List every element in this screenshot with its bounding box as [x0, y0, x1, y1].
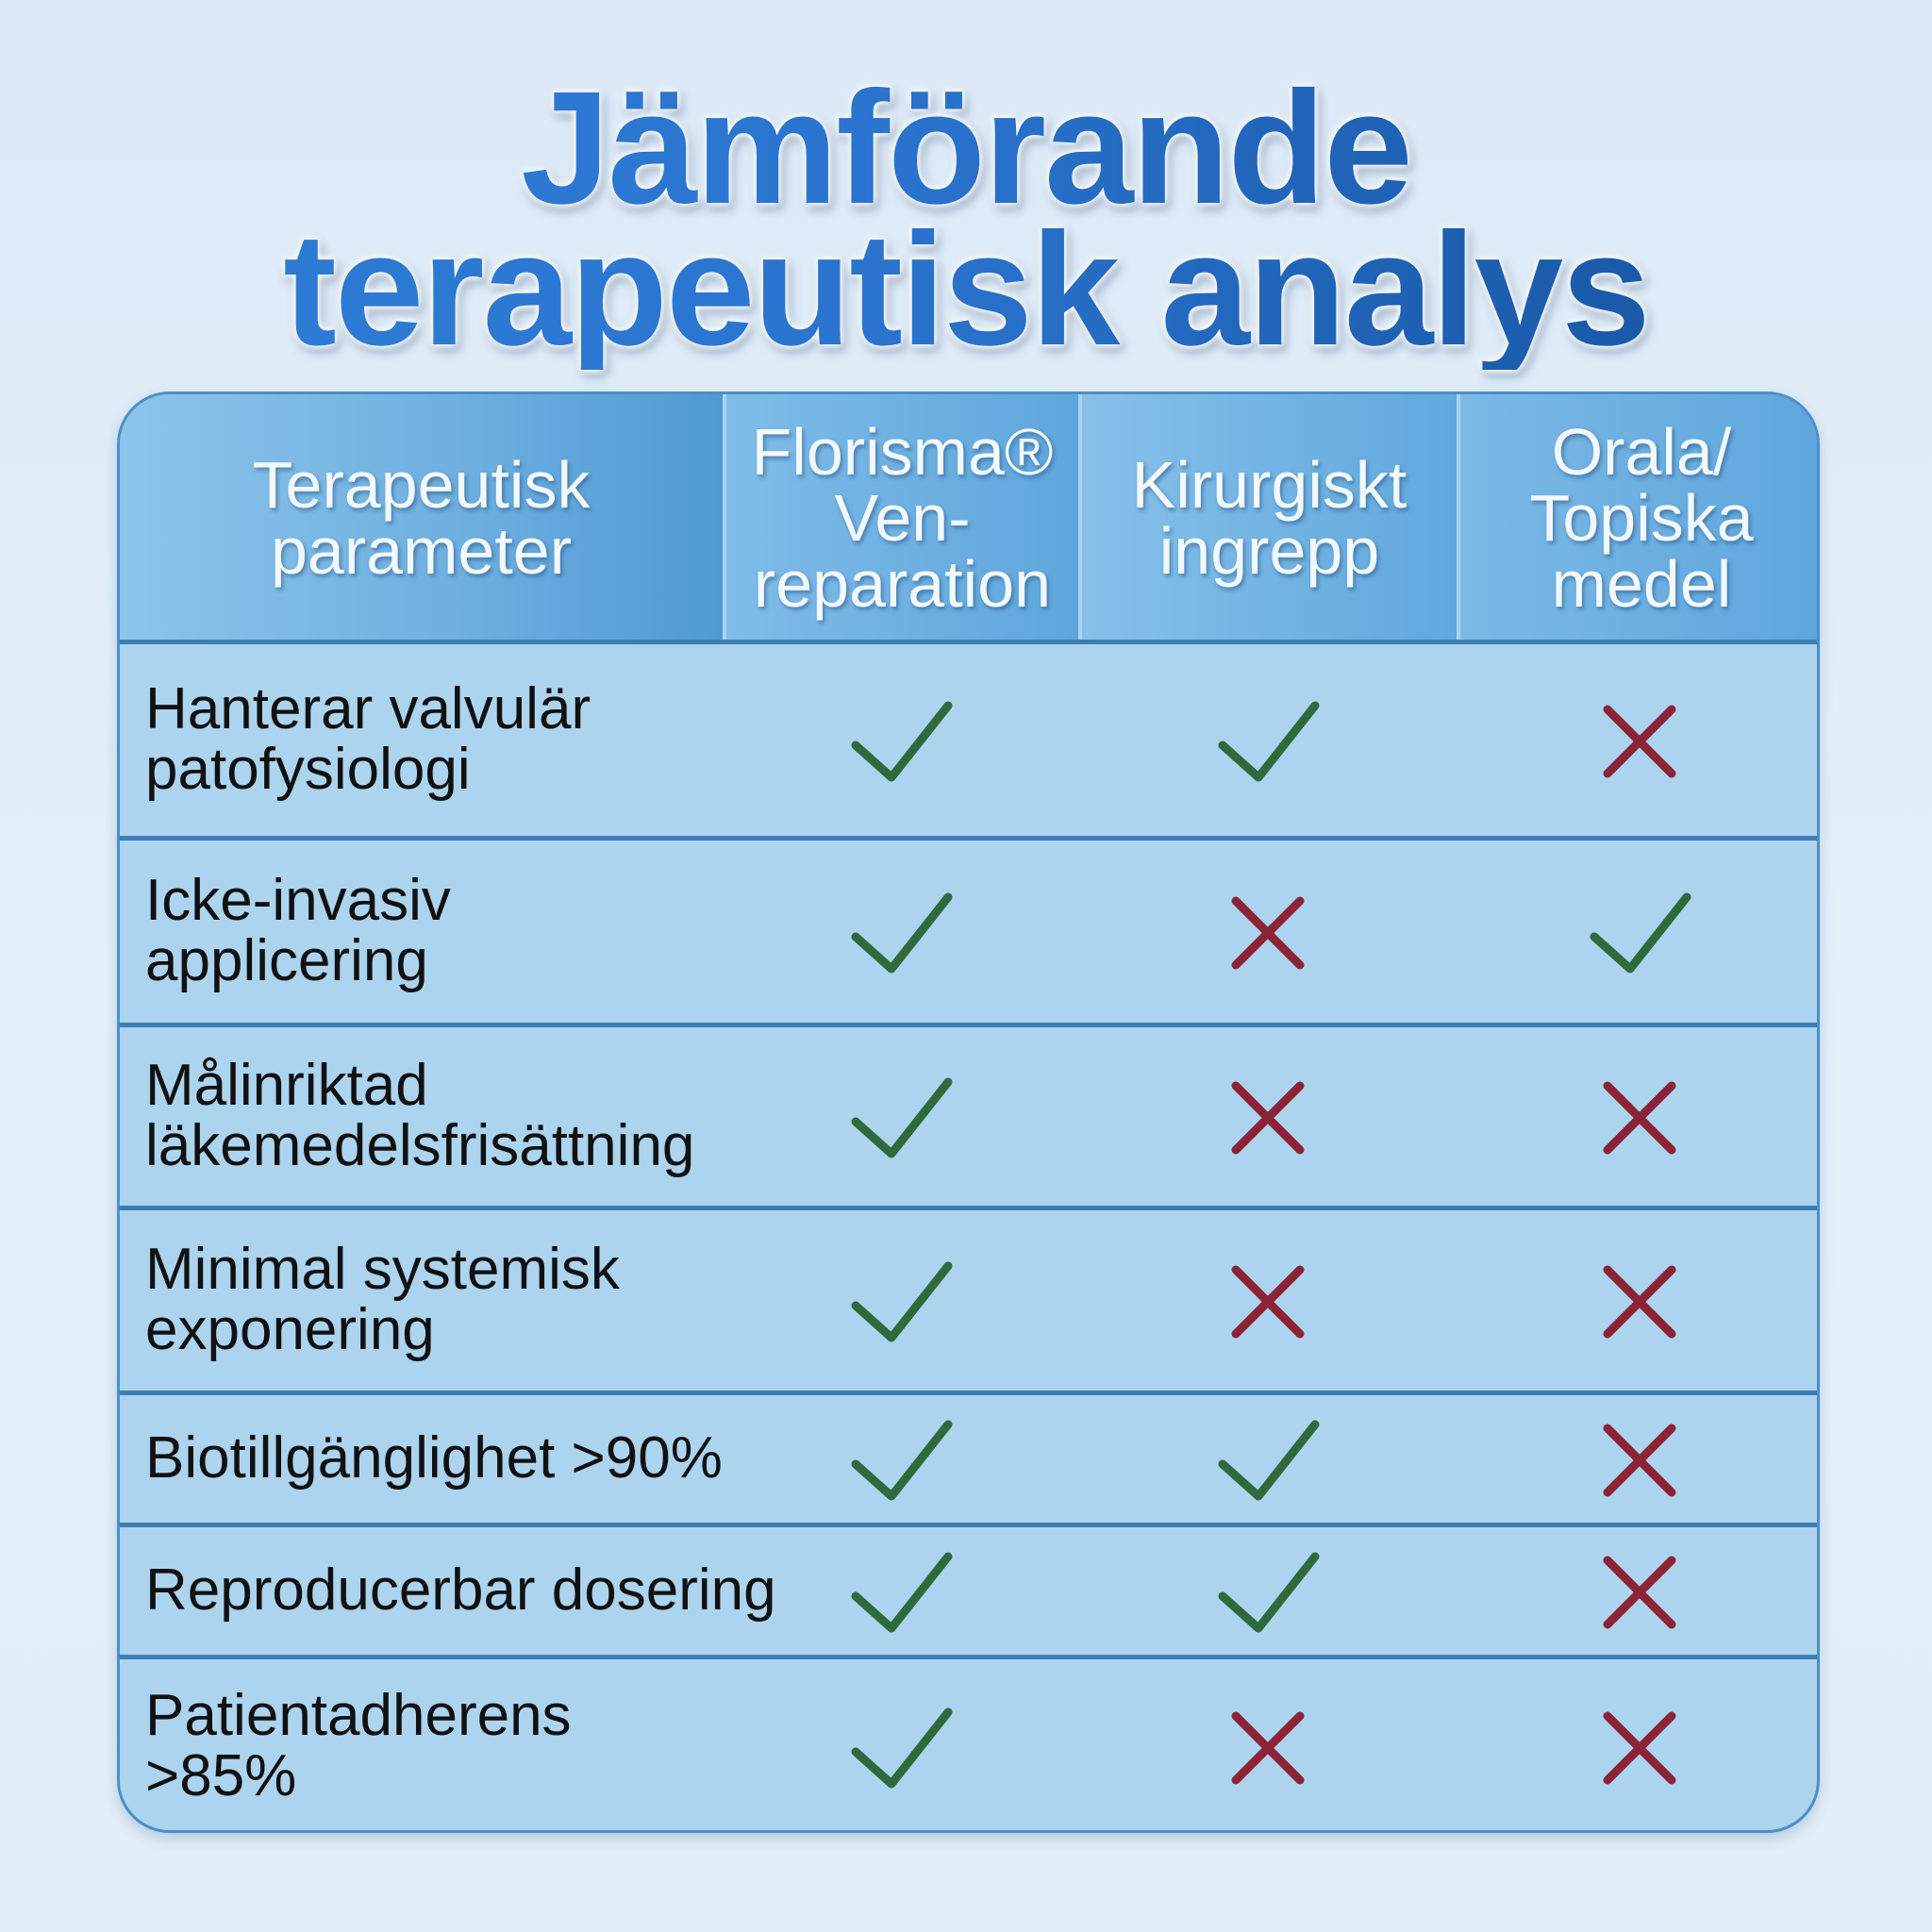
mark-stroke — [1603, 1711, 1676, 1785]
title-line: Jämförande — [0, 68, 1932, 228]
mark-stroke — [851, 701, 952, 782]
mark-stroke — [1603, 1424, 1676, 1497]
label-line: Målinriktad — [145, 1053, 428, 1118]
row-separator — [120, 1023, 1817, 1027]
check-mark — [851, 701, 952, 782]
cross-mark — [1603, 1424, 1676, 1497]
cross-mark — [1231, 1711, 1304, 1785]
check-mark — [1590, 892, 1691, 974]
comparison-table: Terapeutisk parameter Florisma® Ven-repar… — [117, 391, 1820, 1833]
cross-mark — [1603, 1711, 1676, 1785]
row-label: Minimal systemisk exponering — [145, 1208, 620, 1392]
check-mark — [1218, 1420, 1319, 1501]
mark-stroke — [851, 1707, 952, 1789]
mark-stroke — [1590, 892, 1691, 974]
cross-mark — [1603, 1265, 1676, 1339]
row-label: Icke-invasiv applicering — [145, 838, 451, 1024]
row-separator — [120, 1655, 1817, 1659]
cross-mark — [1603, 1556, 1676, 1629]
check-mark — [851, 1420, 952, 1501]
cross-mark — [1603, 705, 1676, 778]
mark-stroke — [1231, 1265, 1304, 1339]
row-separator — [120, 1391, 1817, 1395]
label-line: läkemedelsfrisättning — [145, 1113, 695, 1178]
check-mark — [1218, 1552, 1319, 1633]
check-mark — [851, 892, 952, 974]
mark-stroke — [851, 1077, 952, 1158]
check-mark — [1218, 701, 1319, 782]
label-line: Reproducerbar dosering — [145, 1557, 776, 1623]
column-header: Orala/ Topiska medel — [1457, 394, 1817, 641]
label-line: Hanterar valvulär — [145, 676, 591, 741]
label-line: Biotillgänglighet >90% — [145, 1425, 723, 1491]
mark-stroke — [851, 1261, 952, 1342]
check-mark — [851, 1077, 952, 1158]
label-line: Minimal systemisk — [145, 1237, 620, 1302]
cross-mark — [1231, 1265, 1304, 1339]
mark-stroke — [851, 1420, 952, 1501]
label-line: applicering — [145, 928, 428, 993]
cross-mark — [1231, 896, 1304, 970]
mark-stroke — [1603, 705, 1676, 778]
mark-stroke — [1218, 1552, 1319, 1633]
row-label: Reproducerbar dosering — [145, 1524, 776, 1657]
check-mark — [851, 1261, 952, 1342]
label-line: Patientadherens — [145, 1683, 572, 1748]
mark-stroke — [1231, 1711, 1304, 1785]
mark-stroke — [1231, 896, 1304, 970]
column-header: Terapeutisk parameter — [120, 394, 723, 641]
mark-stroke — [1603, 1265, 1676, 1339]
label-line: patofysiologi — [145, 737, 471, 802]
row-label: Biotillgänglighet >90% — [145, 1392, 723, 1524]
row-separator — [120, 640, 1817, 644]
label-line: Icke-invasiv — [145, 868, 451, 933]
title-line: terapeutisk analys — [0, 209, 1932, 370]
cross-mark — [1603, 1081, 1676, 1155]
check-mark — [851, 1707, 952, 1789]
check-mark — [851, 1552, 952, 1633]
row-separator — [120, 1206, 1817, 1210]
label-line: exponering — [145, 1297, 435, 1362]
mark-stroke — [851, 892, 952, 974]
row-separator — [120, 1523, 1817, 1527]
label-line: >85% — [145, 1743, 297, 1808]
mark-stroke — [1218, 1420, 1319, 1501]
mark-stroke — [1603, 1081, 1676, 1155]
column-header: Kirurgiskt ingrepp — [1078, 394, 1457, 641]
row-label: Hanterar valvulär patofysiologi — [145, 641, 591, 838]
row-separator — [120, 836, 1817, 841]
column-header: Florisma® Ven-reparation — [723, 394, 1078, 641]
mark-stroke — [1231, 1081, 1304, 1155]
row-label: Patientadherens >85% — [145, 1657, 572, 1830]
mark-stroke — [1603, 1556, 1676, 1629]
mark-stroke — [1218, 701, 1319, 782]
mark-stroke — [851, 1552, 952, 1633]
row-label: Målinriktad läkemedelsfrisättning — [145, 1024, 694, 1208]
cross-mark — [1231, 1081, 1304, 1155]
